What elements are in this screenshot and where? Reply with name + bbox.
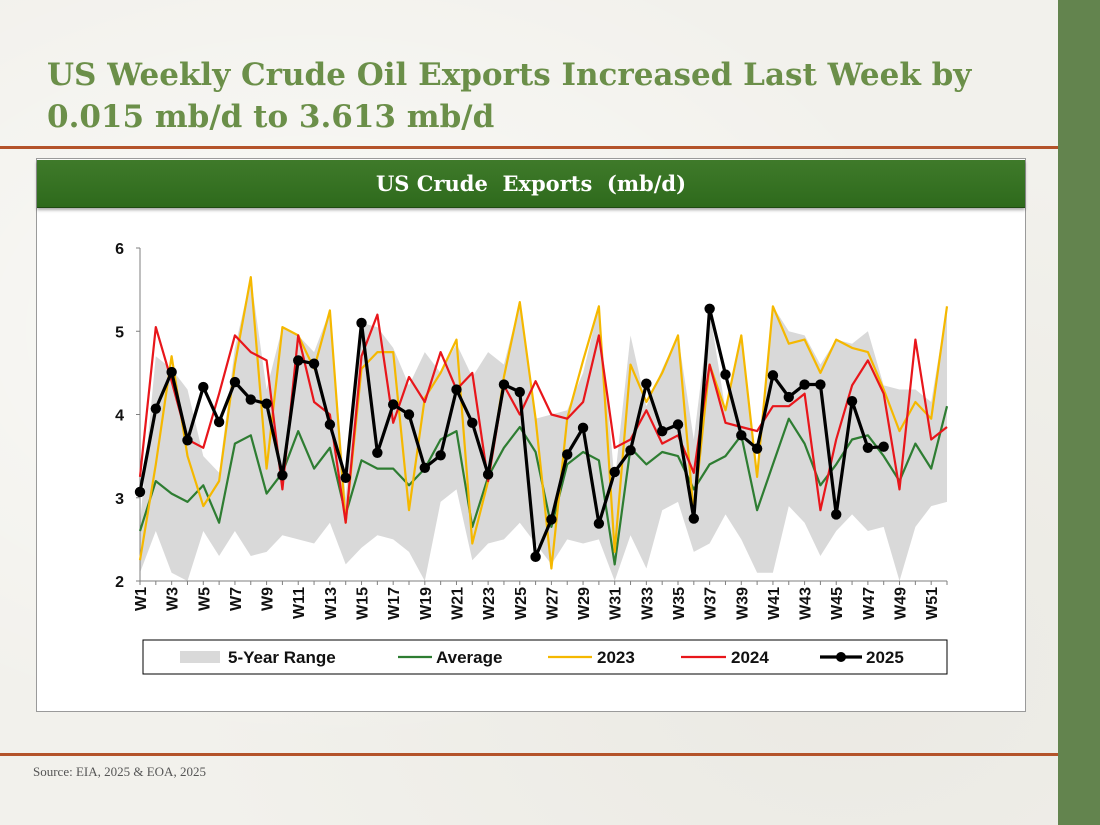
point-2025 xyxy=(467,417,478,429)
y-tick-label: 3 xyxy=(115,491,124,508)
point-2025 xyxy=(340,472,351,483)
legend-label-2024: 2024 xyxy=(731,648,769,667)
x-tick-label: W41 xyxy=(766,587,783,620)
legend-box xyxy=(142,639,948,675)
x-tick-label: W47 xyxy=(861,587,878,620)
point-2025 xyxy=(562,449,573,460)
point-2025 xyxy=(356,317,367,329)
slide-accent-bar xyxy=(1058,0,1100,825)
point-2025 xyxy=(530,551,541,563)
top-divider xyxy=(0,146,1058,149)
point-2025 xyxy=(482,469,494,480)
point-2025 xyxy=(609,466,620,478)
slide-title: US Weekly Crude Oil Exports Increased La… xyxy=(47,57,972,135)
x-tick-label: W31 xyxy=(608,587,625,620)
x-tick-label: W9 xyxy=(260,587,277,611)
x-tick-label: W21 xyxy=(449,587,466,620)
point-2025 xyxy=(514,386,525,398)
point-2025 xyxy=(815,379,826,390)
point-2025 xyxy=(862,442,874,453)
point-2025 xyxy=(403,409,415,420)
x-tick-label: W37 xyxy=(703,587,720,620)
point-2025 xyxy=(831,509,842,520)
y-tick-label: 5 xyxy=(115,324,124,341)
x-tick-label: W33 xyxy=(639,587,656,620)
y-tick-label: 4 xyxy=(115,408,124,425)
point-2025 xyxy=(293,355,304,366)
x-tick-label: W39 xyxy=(734,587,751,620)
series-line-2024 xyxy=(138,313,948,524)
legend-swatch-range xyxy=(180,651,220,663)
point-2025 xyxy=(213,416,225,428)
legend-label-range: 5-Year Range xyxy=(228,648,336,667)
point-2025 xyxy=(451,384,462,395)
point-2025 xyxy=(134,486,146,498)
point-2025 xyxy=(625,445,636,456)
x-tick-label: W29 xyxy=(576,587,593,620)
x-tick-label: W17 xyxy=(386,587,403,620)
bottom-divider xyxy=(0,753,1058,756)
x-tick-label: W25 xyxy=(513,587,530,620)
point-2025 xyxy=(245,394,256,405)
point-2025 xyxy=(593,518,605,529)
legend-label-average: Average xyxy=(436,648,502,667)
point-2025 xyxy=(498,379,510,390)
x-tick-label: W11 xyxy=(291,587,308,619)
point-2025 xyxy=(751,443,763,454)
source-note: Source: EIA, 2025 & EOA, 2025 xyxy=(33,764,206,779)
point-2025 xyxy=(720,369,731,380)
point-2025 xyxy=(324,419,336,430)
point-2025 xyxy=(846,395,858,407)
x-tick-label: W45 xyxy=(829,587,846,620)
point-2025 xyxy=(704,303,715,314)
point-2025 xyxy=(577,422,589,434)
legend-marker-2025 xyxy=(836,652,846,662)
y-tick-label: 6 xyxy=(115,241,124,258)
point-2025 xyxy=(198,381,209,393)
point-2025 xyxy=(419,462,431,473)
point-2025 xyxy=(372,447,383,458)
x-tick-label: W23 xyxy=(481,587,498,620)
point-2025 xyxy=(229,376,241,388)
chart-title: US Crude Exports (mb/d) xyxy=(37,160,1025,208)
x-tick-label: W1 xyxy=(133,587,150,611)
point-2025 xyxy=(387,399,399,410)
point-2025 xyxy=(150,403,162,414)
x-tick-label: W5 xyxy=(196,587,213,611)
point-2025 xyxy=(166,366,177,378)
point-2025 xyxy=(641,378,652,389)
x-tick-label: W3 xyxy=(165,587,182,611)
point-2025 xyxy=(182,435,193,446)
point-2025 xyxy=(688,513,700,524)
x-tick-label: W27 xyxy=(544,587,561,620)
point-2025 xyxy=(435,450,446,461)
point-2025 xyxy=(799,379,810,390)
series-line-2023 xyxy=(138,276,949,570)
x-tick-label: W7 xyxy=(228,587,245,611)
x-tick-label: W49 xyxy=(893,587,910,620)
point-2025 xyxy=(261,398,272,409)
point-2025 xyxy=(546,514,557,525)
point-2025 xyxy=(308,358,320,369)
point-2025 xyxy=(878,441,889,452)
legend-label-2023: 2023 xyxy=(597,648,635,667)
point-2025 xyxy=(767,370,779,381)
x-tick-label: W13 xyxy=(323,587,340,620)
legend-label-2025: 2025 xyxy=(866,648,904,667)
x-tick-label: W19 xyxy=(418,587,435,620)
point-2025 xyxy=(736,430,747,441)
point-2025 xyxy=(672,419,684,430)
point-2025 xyxy=(277,470,288,481)
x-tick-label: W15 xyxy=(355,587,372,620)
x-tick-label: W43 xyxy=(798,587,815,620)
point-2025 xyxy=(656,425,668,437)
point-2025 xyxy=(783,391,794,403)
y-tick-label: 2 xyxy=(115,574,124,591)
x-tick-label: W51 xyxy=(924,587,941,620)
range-band xyxy=(140,277,947,581)
x-tick-label: W35 xyxy=(671,587,688,620)
